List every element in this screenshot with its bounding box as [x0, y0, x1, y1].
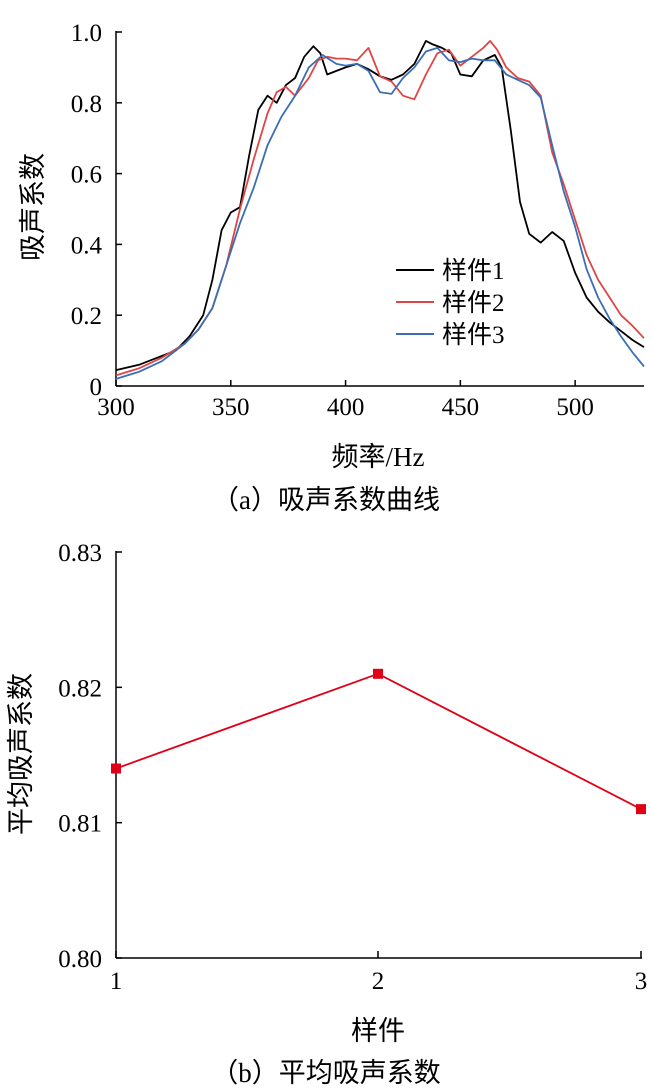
legend-label-2: 样件2: [442, 289, 505, 317]
series-line-1: [115, 40, 645, 371]
legend-a: 样件1 样件2 样件3: [396, 257, 505, 349]
x-tick-label-b: 2: [372, 968, 385, 995]
x-tick-label-b: 1: [110, 968, 123, 995]
x-tick-label-a: 350: [212, 394, 250, 421]
axes-b: 1 2 3 0.80 0.81 0.82 0.83: [58, 540, 647, 995]
data-point-3: [636, 804, 646, 815]
data-point-1: [111, 763, 121, 774]
series-group-b: [111, 668, 646, 815]
series-line-average: [115, 672, 642, 810]
x-tick-label-b: 3: [635, 968, 648, 995]
y-tick-label-a: 1.0: [71, 20, 102, 47]
y-tick-label-b: 0.81: [58, 811, 102, 838]
y-tick-label-a: 0.4: [71, 232, 103, 259]
series-group-a: [115, 40, 645, 380]
y-tick-label-b: 0.82: [58, 675, 102, 702]
legend-label-1: 样件1: [442, 257, 505, 285]
y-tick-label-a: 0.8: [71, 91, 102, 118]
x-tick-label-a: 450: [442, 394, 480, 421]
legend-label-3: 样件3: [442, 321, 505, 349]
y-tick-label-b: 0.80: [58, 946, 102, 973]
series-line-3: [115, 47, 645, 380]
caption-a: （a）吸声系数曲线: [212, 485, 440, 515]
data-point-2: [373, 668, 383, 679]
average-absorption-chart: 1 2 3 0.80 0.81 0.82 0.83 样件 平均吸声系数 （b）平均吸声系数: [6, 540, 647, 1088]
x-tick-label-a: 300: [97, 394, 135, 421]
y-tick-label-a: 0: [90, 374, 103, 401]
y-tick-label-a: 0.6: [71, 162, 102, 189]
x-axis-label-a: 频率/Hz: [332, 442, 425, 472]
y-axis-label-a: 吸声系数: [18, 153, 48, 261]
y-axis-label-b: 平均吸声系数: [6, 673, 36, 835]
axes-a: 300 350 400 450 500 0 0.2 0.4 0.6 0.8 1.0: [71, 20, 644, 421]
caption-b: （b）平均吸声系数: [211, 1058, 441, 1088]
x-axis-label-b: 样件: [351, 1016, 405, 1046]
x-tick-label-a: 500: [556, 394, 594, 421]
y-tick-label-a: 0.2: [71, 303, 102, 330]
y-tick-label-b: 0.83: [58, 540, 102, 567]
x-tick-label-a: 400: [327, 394, 365, 421]
